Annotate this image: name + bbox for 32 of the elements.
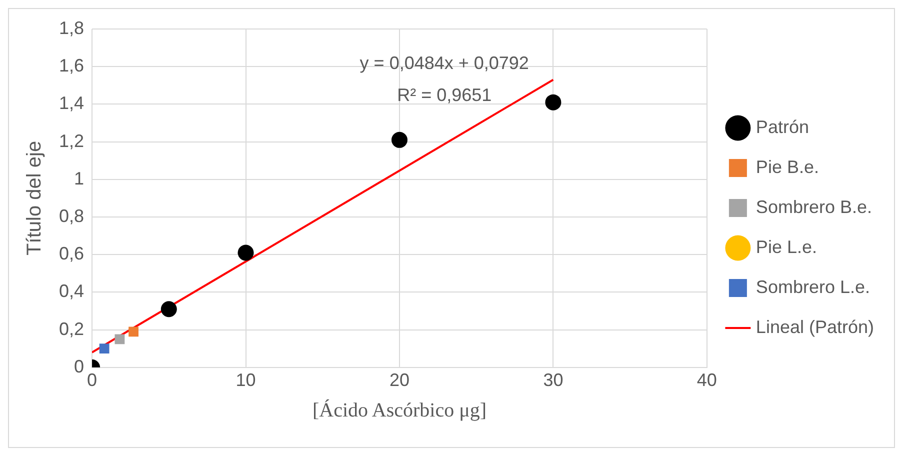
legend-label: Sombrero L.e.	[756, 276, 870, 297]
y-tick-label: 1,4	[58, 93, 84, 114]
legend-label: Pie B.e.	[756, 156, 819, 177]
legend-label: Pie L.e.	[756, 236, 817, 257]
point	[114, 334, 125, 344]
point	[545, 94, 562, 110]
point	[238, 244, 254, 261]
y-tick-label: 0	[74, 356, 84, 376]
y-tick-label: 1,2	[58, 130, 84, 151]
x-tick-label: 20	[389, 370, 410, 390]
point	[160, 301, 177, 318]
legend-label: Lineal (Patrón)	[756, 316, 874, 337]
x-axis-title: [Ácido Ascórbico μg]	[312, 398, 486, 422]
annotation: y = 0,0484x + 0,0792	[360, 53, 529, 73]
point	[99, 344, 110, 354]
y-axis-title: Título del eje	[24, 140, 46, 256]
x-tick-label: 0	[87, 370, 98, 390]
y-tick-label: 1	[74, 168, 84, 188]
legend-label: Patrón	[756, 116, 809, 137]
y-tick-label: 0,8	[58, 206, 84, 226]
y-tick-label: 0,6	[58, 244, 84, 264]
annotation: R² = 0,9651	[397, 85, 492, 105]
y-tick-label: 0,2	[58, 318, 84, 339]
x-tick-label: 40	[696, 370, 717, 390]
legend-label: Sombrero B.e.	[756, 196, 872, 217]
point	[128, 326, 138, 337]
y-tick-label: 1,8	[58, 18, 84, 38]
y-tick-label: 0,4	[58, 281, 84, 302]
x-tick-label: 30	[543, 370, 564, 390]
y-tick-label: 1,6	[58, 56, 84, 76]
point	[391, 132, 408, 148]
x-tick-label: 10	[236, 370, 256, 390]
